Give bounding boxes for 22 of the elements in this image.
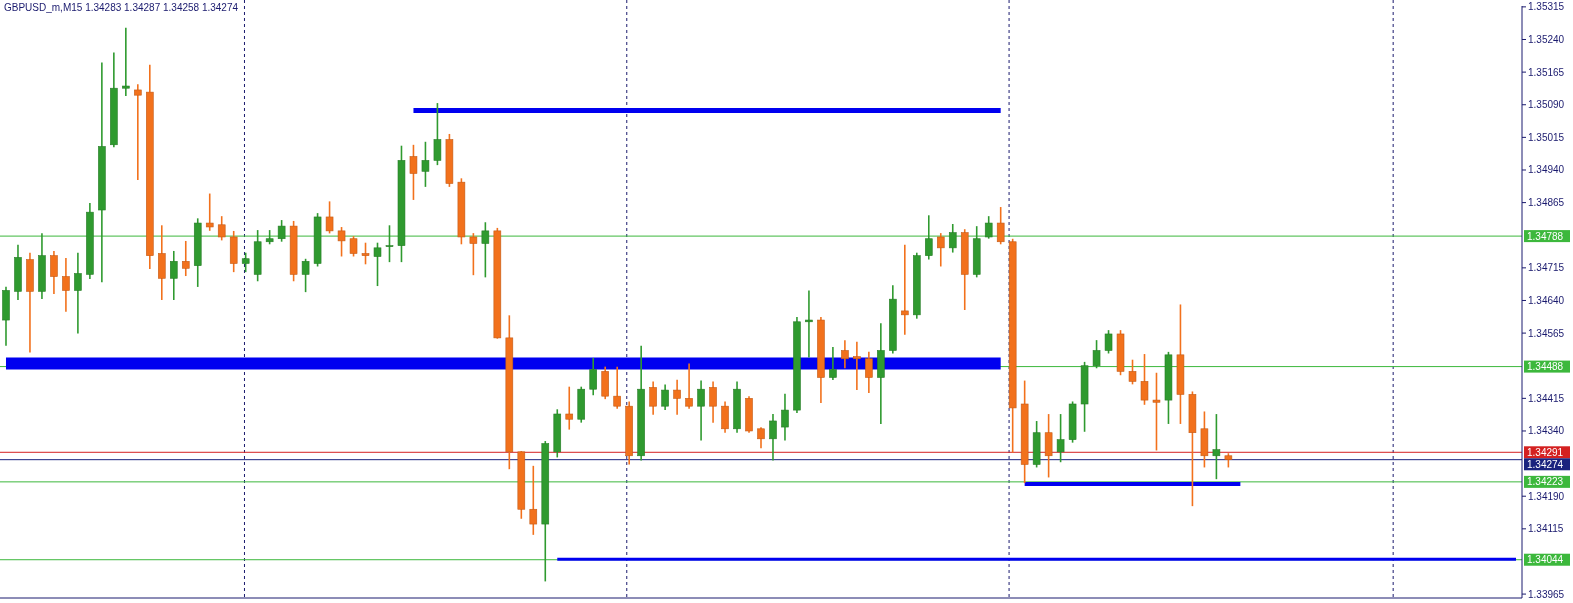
ref-line-label: 1.34274 [1527, 458, 1564, 470]
ref-line-label: 1.34044 [1527, 554, 1564, 566]
y-tick-label: 1.34940 [1528, 164, 1565, 176]
y-tick-label: 1.35090 [1528, 99, 1565, 111]
y-tick-label: 1.34715 [1528, 262, 1565, 274]
y-tick-label: 1.34340 [1528, 425, 1565, 437]
ref-line-label: 1.34223 [1527, 476, 1564, 488]
y-tick-label: 1.35015 [1528, 131, 1565, 143]
ref-line-label: 1.34488 [1527, 361, 1564, 373]
y-tick-label: 1.34640 [1528, 294, 1565, 306]
y-tick-label: 1.33965 [1528, 588, 1565, 600]
y-tick-label: 1.35315 [1528, 1, 1565, 13]
y-tick-label: 1.34565 [1528, 327, 1565, 339]
ref-line-label: 1.34788 [1527, 230, 1564, 242]
ref-line-label: 1.34291 [1527, 446, 1564, 458]
chart-title: GBPUSD_m,M15 1.34283 1.34287 1.34258 1.34274 [4, 2, 239, 13]
y-tick-label: 1.34190 [1528, 490, 1565, 502]
y-tick-label: 1.35165 [1528, 66, 1565, 78]
y-tick-label: 1.35240 [1528, 33, 1565, 45]
y-tick-label: 1.34865 [1528, 197, 1565, 209]
y-tick-label: 1.34115 [1528, 523, 1564, 535]
y-tick-label: 1.34415 [1528, 392, 1565, 404]
